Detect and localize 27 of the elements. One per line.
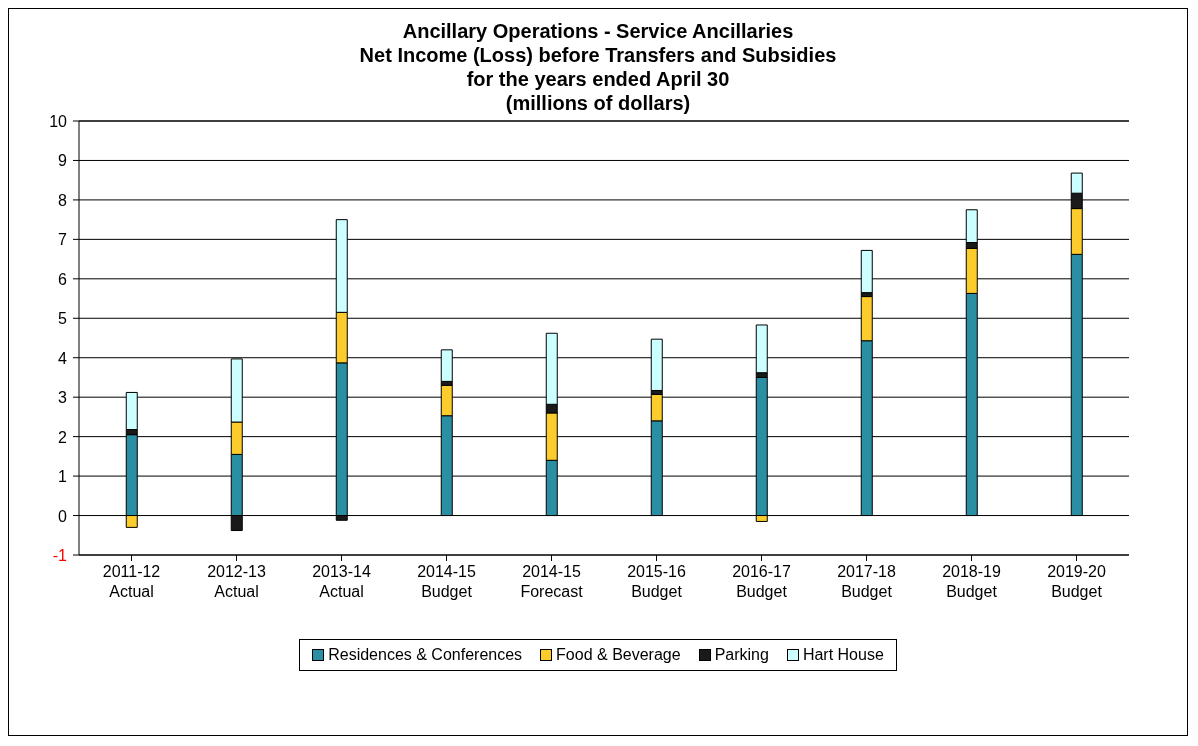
y-tick-label: 10 xyxy=(49,113,68,130)
x-tick-label: 2016-17 Budget xyxy=(732,563,791,600)
x-tick-label: 2011-12 Actual xyxy=(102,563,161,600)
legend-label: Hart House xyxy=(801,646,884,664)
x-tick-label: 2012-13 Actual xyxy=(207,563,266,600)
y-tick-label: 5 xyxy=(58,310,68,328)
legend-label: Food & Beverage xyxy=(555,646,681,664)
y-tick-label: 3 xyxy=(58,389,68,407)
x-tick-label: 2019-20 Budget xyxy=(1047,563,1106,600)
x-tick-label: 2018-19 Budget xyxy=(942,563,1001,600)
y-tick-label: 8 xyxy=(58,191,68,209)
legend-label: Parking xyxy=(713,646,769,664)
chart-title: Ancillary Operations - Service Ancillaries Net Income (Loss) before Transfers and Subsidies for the years ended April 30 (millions of dollars) xyxy=(359,20,837,114)
x-tick-label: 2014-15 Forecast xyxy=(520,563,584,600)
y-tick-label: -1 xyxy=(52,547,68,564)
y-tick-label: 0 xyxy=(58,507,68,525)
x-tick-label: 2014-15 Budget xyxy=(417,563,476,600)
y-tick-label: 2 xyxy=(58,428,68,446)
x-tick-label: 2013-14 Actual xyxy=(312,563,371,600)
y-tick-label: 1 xyxy=(58,468,68,486)
x-tick-label: 2015-16 Budget xyxy=(627,563,686,600)
legend-label: Residences & Conferences xyxy=(327,646,523,664)
x-tick-label: 2017-18 Budget xyxy=(837,563,896,600)
y-tick-label: 7 xyxy=(58,231,68,249)
y-tick-label: 6 xyxy=(58,270,68,288)
y-tick-label: 4 xyxy=(58,349,68,367)
y-tick-label: 9 xyxy=(58,152,68,170)
